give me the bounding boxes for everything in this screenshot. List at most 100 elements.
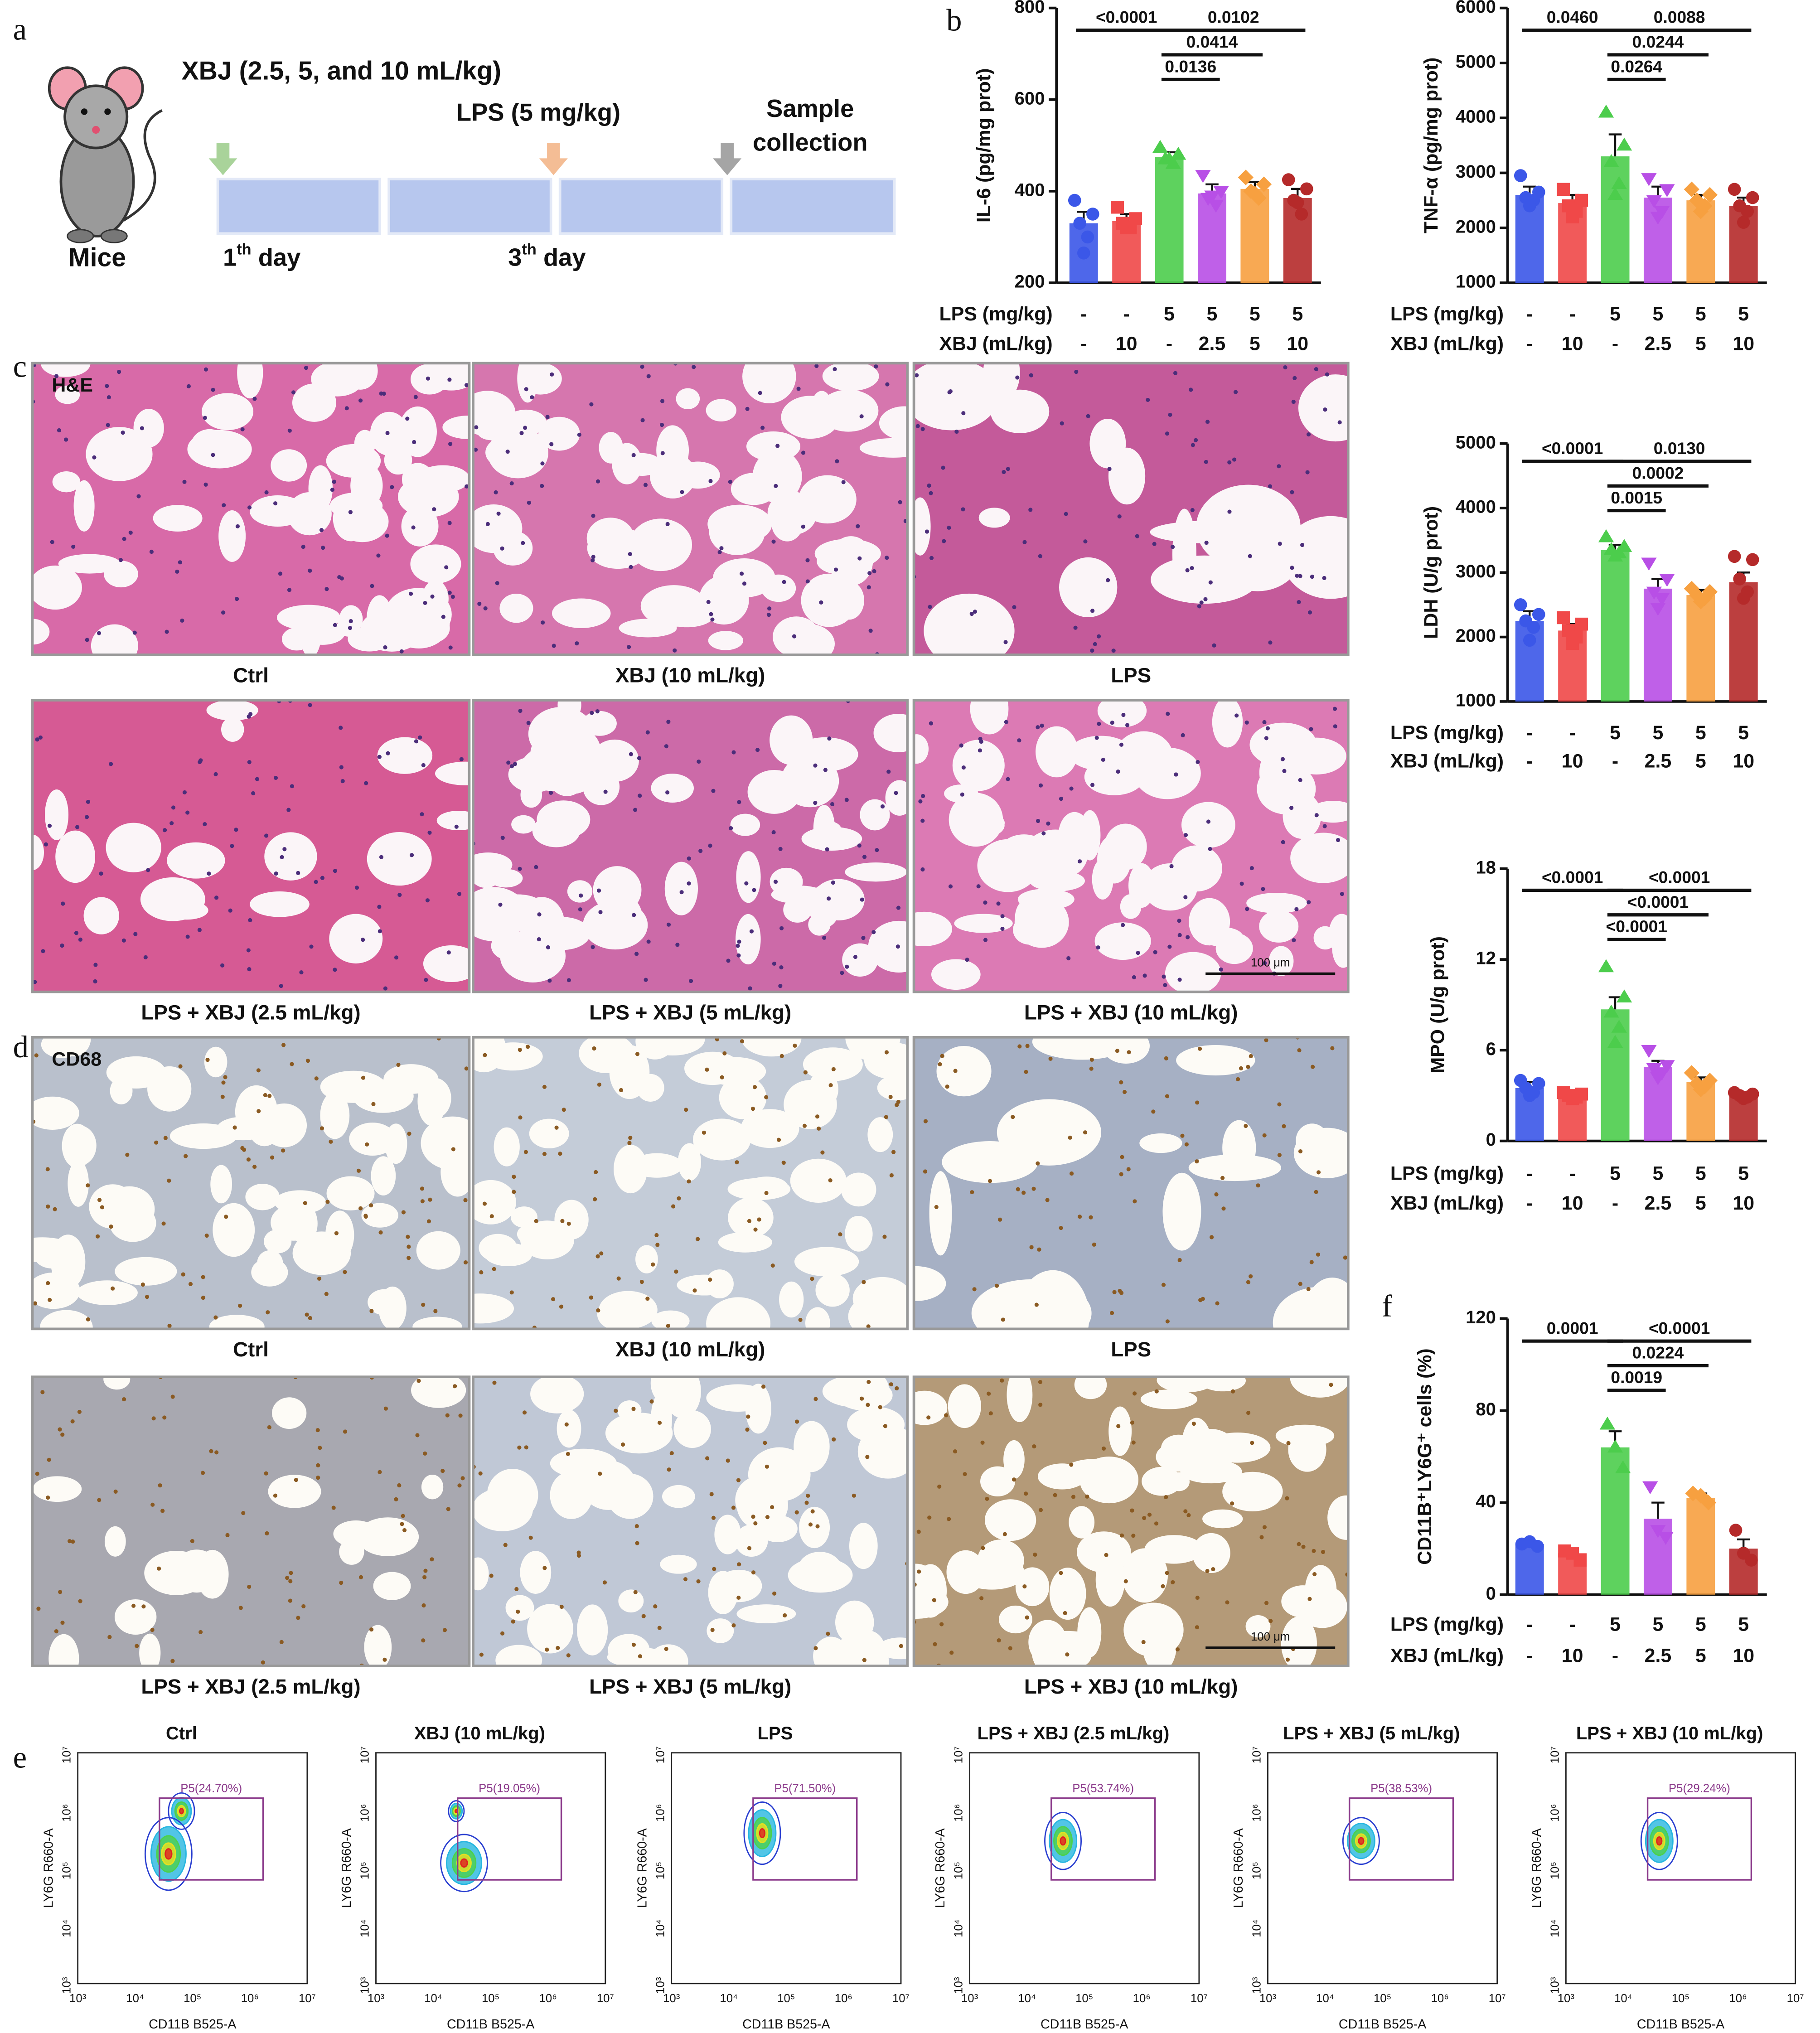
nucleus bbox=[778, 847, 783, 851]
nucleus bbox=[1000, 1378, 1004, 1383]
alveolus bbox=[1102, 1037, 1150, 1064]
alveolus bbox=[877, 1075, 908, 1101]
nucleus bbox=[1017, 738, 1021, 743]
nucleus bbox=[1183, 833, 1188, 837]
nucleus bbox=[151, 1416, 156, 1421]
nucleus bbox=[343, 1270, 347, 1274]
alveolus bbox=[1003, 1440, 1025, 1479]
nucleus bbox=[273, 501, 278, 506]
alveolus bbox=[736, 914, 761, 965]
nucleus bbox=[150, 1627, 155, 1632]
nucleus bbox=[1297, 1542, 1301, 1546]
nucleus bbox=[597, 1082, 601, 1087]
nucleus bbox=[1006, 777, 1010, 781]
y-axis-label: LY6G R660-A bbox=[1530, 1828, 1544, 1908]
nucleus bbox=[815, 1524, 820, 1529]
nucleus bbox=[1077, 1215, 1082, 1219]
nucleus bbox=[590, 711, 594, 715]
y-tick-label: 10⁶ bbox=[1549, 1804, 1561, 1822]
nucleus bbox=[454, 824, 459, 829]
category-label: - bbox=[1612, 333, 1618, 355]
nucleus bbox=[673, 648, 677, 653]
nucleus bbox=[325, 1200, 330, 1204]
x-axis-label: CD11B B525-A bbox=[742, 2017, 830, 2032]
nucleus bbox=[675, 943, 680, 947]
y-tick-label: 10⁷ bbox=[1549, 1746, 1561, 1763]
nucleus bbox=[1208, 580, 1213, 585]
nucleus bbox=[444, 565, 449, 570]
nucleus bbox=[1078, 859, 1082, 864]
nucleus bbox=[771, 830, 776, 835]
nucleus bbox=[465, 484, 469, 489]
gate bbox=[752, 1797, 858, 1881]
nucleus bbox=[1101, 1446, 1106, 1451]
plot-frame bbox=[671, 1752, 902, 1985]
nucleus bbox=[1107, 467, 1112, 471]
nucleus bbox=[920, 867, 925, 872]
nucleus bbox=[1063, 1611, 1067, 1616]
nucleus bbox=[833, 567, 838, 572]
nucleus bbox=[915, 424, 920, 428]
nucleus bbox=[383, 1406, 388, 1411]
alveolus bbox=[730, 813, 760, 836]
category-label: 10 bbox=[1562, 333, 1583, 355]
nucleus bbox=[1220, 1176, 1225, 1180]
arrow bbox=[713, 143, 742, 175]
alveolus bbox=[1176, 1045, 1255, 1076]
nucleus bbox=[1286, 1441, 1291, 1445]
nucleus bbox=[961, 507, 965, 512]
nucleus bbox=[519, 431, 524, 436]
nucleus bbox=[806, 1493, 810, 1498]
alveolus bbox=[104, 1526, 126, 1557]
nucleus bbox=[1069, 786, 1074, 791]
nucleus bbox=[540, 461, 545, 466]
y-tick-label: 3000 bbox=[1456, 162, 1496, 182]
alveolus bbox=[416, 1231, 460, 1270]
nucleus bbox=[637, 756, 642, 760]
nucleus bbox=[448, 442, 453, 446]
gate-label: P5(29.24%) bbox=[1669, 1782, 1730, 1795]
nucleus bbox=[772, 1591, 777, 1596]
nucleus bbox=[1283, 365, 1288, 370]
x-tick-label: 10⁶ bbox=[835, 1992, 852, 2005]
nucleus bbox=[1233, 390, 1238, 394]
alveolus bbox=[914, 1564, 947, 1618]
bar bbox=[1686, 595, 1715, 702]
nucleus bbox=[896, 1099, 900, 1104]
alveolus bbox=[1283, 792, 1321, 839]
nucleus bbox=[884, 1050, 889, 1055]
alveolus bbox=[736, 1604, 796, 1623]
nucleus bbox=[483, 606, 488, 610]
nucleus bbox=[559, 1604, 564, 1609]
nucleus bbox=[1031, 1186, 1036, 1191]
nucleus bbox=[598, 1472, 602, 1476]
nucleus bbox=[740, 1039, 745, 1044]
nucleus bbox=[421, 763, 426, 768]
nucleus bbox=[225, 1533, 230, 1537]
category-label: - bbox=[1526, 722, 1533, 744]
nucleus bbox=[294, 1477, 298, 1482]
alveolus bbox=[32, 1096, 79, 1130]
alveolus bbox=[206, 700, 258, 721]
nucleus bbox=[92, 455, 97, 460]
nucleus bbox=[645, 1297, 650, 1301]
nucleus bbox=[929, 721, 933, 726]
nucleus bbox=[857, 556, 862, 561]
alveolus bbox=[473, 1293, 514, 1324]
category-label: 10 bbox=[1733, 333, 1754, 355]
nucleus bbox=[1066, 956, 1071, 961]
nucleus bbox=[379, 855, 384, 859]
nucleus bbox=[899, 1644, 903, 1648]
nucleus bbox=[712, 1567, 716, 1571]
nucleus bbox=[814, 363, 819, 368]
nucleus bbox=[1161, 1283, 1166, 1287]
nucleus bbox=[980, 1440, 985, 1445]
alveolus bbox=[1268, 946, 1294, 976]
nucleus bbox=[348, 510, 353, 514]
xbj-label: XBJ (2.5, 5, and 10 mL/kg) bbox=[181, 57, 501, 86]
nucleus bbox=[235, 524, 240, 528]
alveolus bbox=[984, 1499, 1036, 1541]
nucleus bbox=[240, 427, 245, 431]
density-contour bbox=[165, 1848, 173, 1860]
